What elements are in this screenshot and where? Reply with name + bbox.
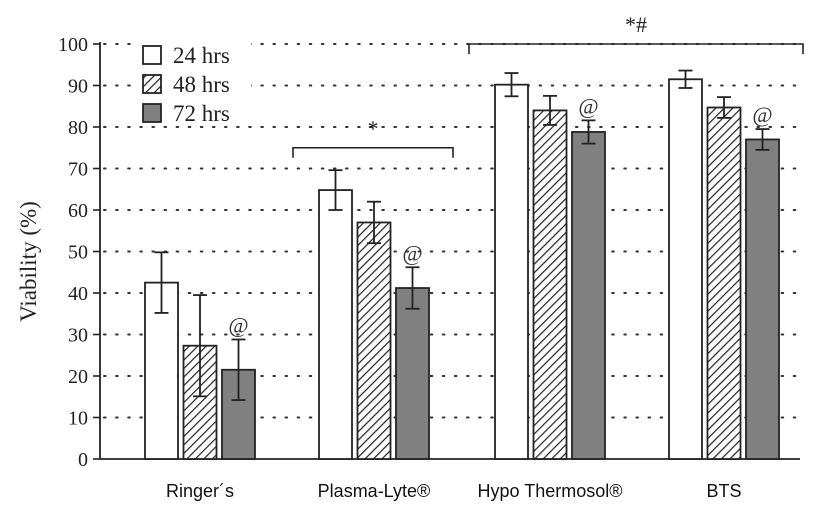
- y-tick-label-70: 70: [68, 159, 88, 181]
- y-tick-label-60: 60: [68, 200, 88, 222]
- y-tick-label-0: 0: [78, 449, 88, 471]
- y-tick-label-10: 10: [68, 408, 88, 430]
- y-tick-label-50: 50: [68, 242, 88, 264]
- legend-label-24-hrs: 24 hrs: [173, 43, 230, 68]
- y-axis-title: Viability (%): [16, 201, 41, 322]
- legend-swatch-48-hrs: [142, 74, 162, 94]
- x-tick-label-bts: BTS: [706, 481, 741, 501]
- bar-24-hrs-plasma-lyte: [318, 189, 353, 460]
- significance-bracket-2: [468, 43, 804, 54]
- bar-72-hrs-hypo-thermosol: [571, 131, 606, 460]
- y-tick-label-20: 20: [68, 366, 88, 388]
- bar-24-hrs-bts: [668, 78, 703, 460]
- y-tick-label-40: 40: [68, 283, 88, 305]
- bar-48-hrs-bts: [706, 106, 742, 460]
- legend-label-48-hrs: 48 hrs: [173, 72, 230, 97]
- y-tick-label-90: 90: [68, 76, 88, 98]
- annotation-hypo-thermosol: @: [578, 93, 598, 118]
- annotation-ringer-s: @: [228, 312, 248, 337]
- bar-72-hrs-bts: [745, 138, 780, 460]
- y-tick-label-100: 100: [58, 34, 88, 56]
- bar-48-hrs-hypo-thermosol: [532, 109, 568, 460]
- annotation-bts: @: [752, 102, 772, 127]
- annotation-plasma-lyte: @: [402, 240, 422, 265]
- bars: [144, 69, 780, 460]
- bar-48-hrs-plasma-lyte: [356, 221, 392, 460]
- y-tick-label-80: 80: [68, 117, 88, 139]
- axes: 0 10 20 30 40 50 60 70 80 90 100 Viability (%) Ringe…: [16, 34, 800, 501]
- legend-swatch-24-hrs: [142, 45, 162, 65]
- bar-72-hrs-plasma-lyte: [395, 287, 430, 460]
- x-tick-label-hypo-thermosol: Hypo Thermosol®: [478, 481, 623, 501]
- annotations: @ @ @ @ * *#: [228, 12, 804, 337]
- legend-swatch-72-hrs: [142, 103, 162, 123]
- x-tick-label-ringer-s: Ringer´s: [166, 481, 234, 501]
- significance-label-1: *: [368, 116, 379, 141]
- bar-24-hrs-hypo-thermosol: [494, 83, 529, 460]
- significance-label-2: *#: [625, 12, 647, 37]
- legend: 24 hrs 48 hrs 72 hrs: [139, 42, 251, 126]
- y-tick-label-30: 30: [68, 325, 88, 347]
- x-tick-label-plasma-lyte: Plasma-Lyte®: [318, 481, 431, 501]
- legend-label-72-hrs: 72 hrs: [173, 101, 230, 126]
- significance-bracket-1: [292, 146, 454, 158]
